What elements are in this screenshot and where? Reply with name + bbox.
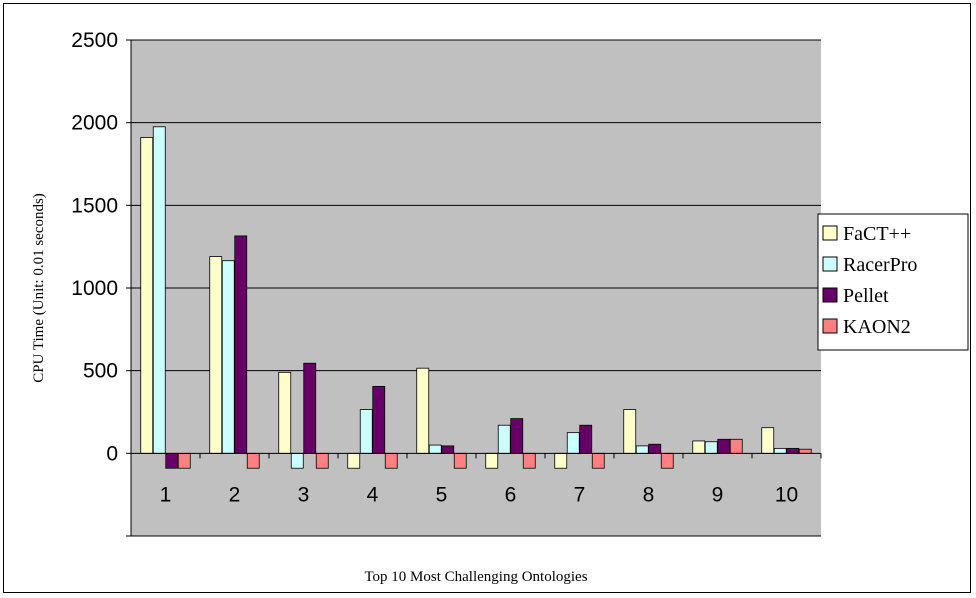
bar-fact-7: [554, 452, 568, 469]
bar-fact-6: [485, 452, 499, 469]
bar-racerpro-8: [635, 445, 649, 454]
x-tick-labels: 1 2 3 4 5 6 7 8 9 10: [160, 453, 822, 506]
bar-pellet-3: [303, 362, 317, 454]
bar-racerpro-4: [359, 409, 373, 454]
bar-fact-3: [278, 371, 292, 454]
y-tick-label: 2500: [71, 29, 118, 52]
bar-kaon2-6: [522, 452, 536, 469]
legend-box: [817, 213, 969, 351]
bar-pellet-5: [441, 445, 455, 454]
bars: [140, 126, 812, 469]
bar-racerpro-3: [290, 452, 304, 469]
x-tick-label: 2: [229, 483, 241, 506]
legend-swatch: [822, 287, 838, 303]
x-tick-label: 9: [712, 483, 724, 506]
bar-racerpro-5: [428, 444, 442, 454]
y-tick-label: 2000: [71, 112, 118, 135]
legend-swatch: [822, 225, 838, 241]
bar-pellet-7: [579, 424, 593, 454]
legend-swatch: [822, 318, 838, 334]
x-tick-label: 6: [505, 483, 517, 506]
x-tick-label: 8: [643, 483, 655, 506]
legend-swatch: [822, 256, 838, 272]
y-tick-labels: 2500 2000 1500 1000 500 0: [71, 29, 131, 537]
x-tick-label: 7: [574, 483, 586, 506]
y-axis-label: CPU Time (Unit: 0.01 seconds): [31, 193, 47, 383]
bar-pellet-8: [648, 443, 662, 454]
bar-kaon2-1: [177, 452, 191, 469]
bar-kaon2-2: [246, 452, 260, 469]
bar-kaon2-7: [591, 452, 605, 469]
bar-kaon2-4: [384, 452, 398, 469]
bar-fact-1: [140, 137, 154, 454]
legend-label: FaCT++: [843, 223, 911, 245]
x-tick-label: 5: [436, 483, 448, 506]
bar-fact-2: [209, 256, 223, 454]
bar-racerpro-1: [152, 126, 166, 454]
bar-fact-5: [416, 367, 430, 454]
bar-racerpro-10: [773, 447, 787, 454]
bar-racerpro-7: [566, 432, 580, 454]
bar-kaon2-3: [315, 452, 329, 469]
bar-pellet-4: [372, 385, 386, 454]
x-tick-label: 1: [160, 483, 172, 506]
bar-pellet-1: [165, 452, 179, 469]
bar-racerpro-9: [704, 441, 718, 454]
legend-label: Pellet: [843, 285, 889, 307]
legend: FaCT++ RacerPro Pellet KAON2: [817, 213, 969, 351]
y-tick-label: 1000: [71, 277, 118, 300]
bar-fact-10: [761, 427, 775, 454]
bar-fact-8: [623, 409, 637, 454]
bar-pellet-9: [717, 438, 731, 454]
legend-label: RacerPro: [843, 254, 917, 276]
y-tick-label: 500: [83, 360, 118, 383]
bar-kaon2-10: [798, 448, 812, 454]
bar-pellet-2: [234, 235, 248, 454]
bar-kaon2-5: [453, 452, 467, 469]
bar-kaon2-9: [729, 438, 743, 454]
bar-racerpro-2: [221, 260, 235, 454]
x-tick-label: 4: [367, 483, 379, 506]
x-tick-label: 10: [775, 483, 798, 506]
bar-pellet-6: [510, 418, 524, 454]
bar-fact-4: [347, 452, 361, 469]
y-tick-label: 1500: [71, 194, 118, 217]
x-axis-label: Top 10 Most Challenging Ontologies: [364, 569, 587, 585]
bar-fact-9: [692, 440, 706, 454]
bar-pellet-10: [786, 447, 800, 454]
bar-kaon2-8: [660, 452, 674, 469]
legend-label: KAON2: [843, 316, 911, 338]
y-tick-label: 0: [106, 442, 118, 465]
bar-racerpro-6: [497, 424, 511, 454]
x-tick-label: 3: [298, 483, 310, 506]
